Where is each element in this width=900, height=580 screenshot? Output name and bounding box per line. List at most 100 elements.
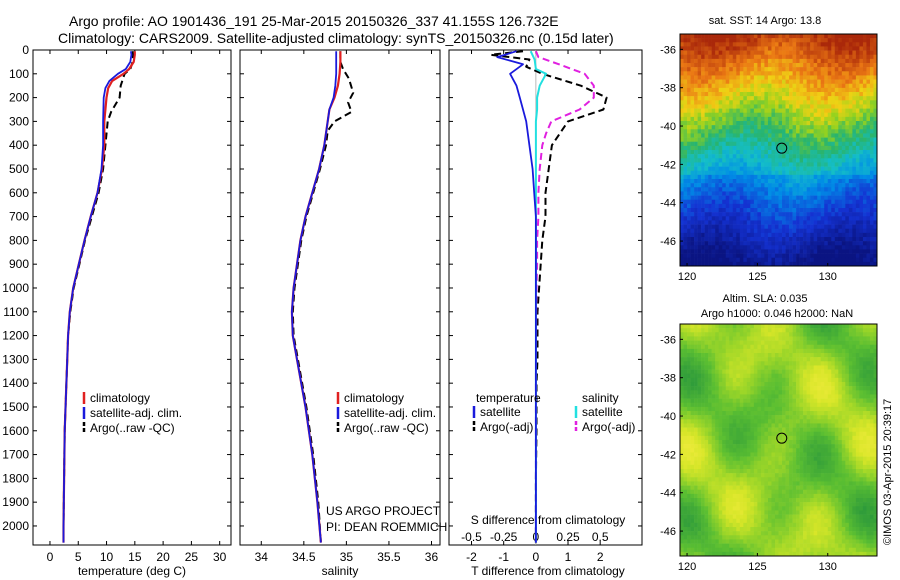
sst-map-cell (845, 92, 850, 97)
sst-map-cell (701, 50, 705, 56)
sst-map-cell (704, 216, 709, 221)
sla-map-cell (732, 535, 737, 540)
sla-map-cell (767, 469, 772, 474)
sla-map-cell (760, 324, 765, 329)
sla-map-cell (683, 514, 688, 520)
sla-map-cell (701, 498, 705, 503)
sst-map-cell (778, 191, 783, 196)
sla-map-cell (704, 373, 709, 379)
sst-map-cell (817, 224, 822, 230)
sst-map-cell (785, 162, 790, 167)
sla-map-cell (722, 361, 727, 366)
sst-map-cell (866, 71, 871, 76)
sla-map-cell (739, 514, 744, 520)
sla-map-cell (704, 398, 709, 404)
sst-map-cell (736, 92, 741, 97)
sla-map-cell (694, 493, 698, 499)
depth-tick-label: 2000 (2, 519, 29, 533)
sla-map-cell (736, 518, 741, 524)
sst-map-cell (862, 108, 867, 114)
sla-map-cell (718, 394, 723, 399)
sst-map-cell (680, 257, 684, 263)
sst-map-cell (704, 228, 709, 234)
sla-map-cell (715, 348, 719, 354)
sla-map-cell (680, 473, 684, 478)
t-satellite-diff-line (496, 50, 537, 543)
sla-map-cell (715, 332, 719, 337)
sla-map-cell (708, 328, 712, 333)
sla-map-cell (774, 481, 779, 486)
sla-map-cell (746, 431, 751, 437)
sst-map-cell (817, 75, 822, 80)
sst-map-cell (799, 129, 804, 134)
sla-map-cell (701, 406, 705, 412)
sla-map-cell (767, 464, 772, 470)
sst-map-cell (796, 145, 800, 151)
sst-map-cell (739, 154, 744, 159)
sla-map-cell (690, 415, 695, 420)
sst-map-cell (796, 125, 800, 130)
sst-map-cell (778, 162, 783, 167)
sst-map-cell (862, 133, 867, 138)
sst-map-cell (771, 183, 776, 188)
sst-map-cell (729, 100, 734, 105)
sla-map-cell (774, 419, 779, 424)
sla-map-cell (715, 394, 719, 399)
sla-map-cell (701, 394, 705, 399)
sla-map-cell (697, 551, 702, 557)
sst-map-cell (739, 58, 744, 64)
sst-map-cell (869, 162, 874, 167)
sst-map-cell (813, 249, 818, 254)
sla-map-cell (694, 518, 698, 524)
sst-map-cell (743, 75, 748, 80)
sla-map-cell (701, 361, 705, 366)
sst-map-cell (848, 212, 853, 217)
sst-map-cell (697, 145, 702, 151)
sst-map-cell (704, 199, 709, 205)
sst-map-ytick-label: -44 (660, 198, 676, 210)
sla-map-cell (683, 551, 688, 557)
sst-map-cell (869, 249, 874, 254)
sla-map-cell (711, 373, 716, 379)
sla-map-cell (680, 440, 684, 445)
sla-map-cell (687, 369, 691, 375)
sst-map-cell (852, 63, 857, 68)
sla-map-cell (743, 440, 748, 445)
sst-map-cell (869, 220, 874, 225)
sst-map-cell (806, 174, 811, 180)
sst-map-cell (725, 83, 730, 89)
sst-map-cell (694, 195, 698, 201)
sst-map-cell (845, 150, 850, 155)
sst-map-cell (753, 116, 758, 122)
sla-map-cell (746, 324, 751, 329)
sst-map-cell (683, 100, 688, 105)
sst-map-cell (803, 249, 807, 254)
sst-map-cell (718, 133, 723, 138)
sst-map-cell (824, 154, 829, 159)
sst-map-cell (760, 228, 765, 234)
sst-map-cell (683, 253, 688, 259)
sst-map-cell (792, 154, 797, 159)
sla-map-cell (715, 406, 719, 412)
sst-map-cell (757, 79, 762, 85)
sst-map-cell (767, 58, 772, 64)
sst-map-cell (813, 253, 818, 259)
difference-xtick-label: 1 (565, 550, 572, 564)
sla-map-cell (750, 539, 755, 544)
sla-map-cell (683, 527, 688, 532)
sst-map-cell (690, 54, 695, 60)
sst-map-cell (824, 83, 829, 89)
sst-map-cell (817, 141, 822, 147)
sla-map-cell (750, 357, 755, 362)
sla-map-cell (739, 473, 744, 478)
sst-map-cell (852, 54, 857, 60)
sst-map-cell (690, 133, 695, 138)
sst-map-cell (746, 228, 751, 234)
sla-map-cell (725, 531, 730, 536)
sst-map-cell (803, 54, 807, 60)
sst-map-cell (796, 79, 800, 85)
sla-map-cell (750, 531, 755, 536)
sst-map-cell (753, 79, 758, 85)
sst-map-cell (757, 96, 762, 101)
sst-map-cell (845, 224, 850, 230)
